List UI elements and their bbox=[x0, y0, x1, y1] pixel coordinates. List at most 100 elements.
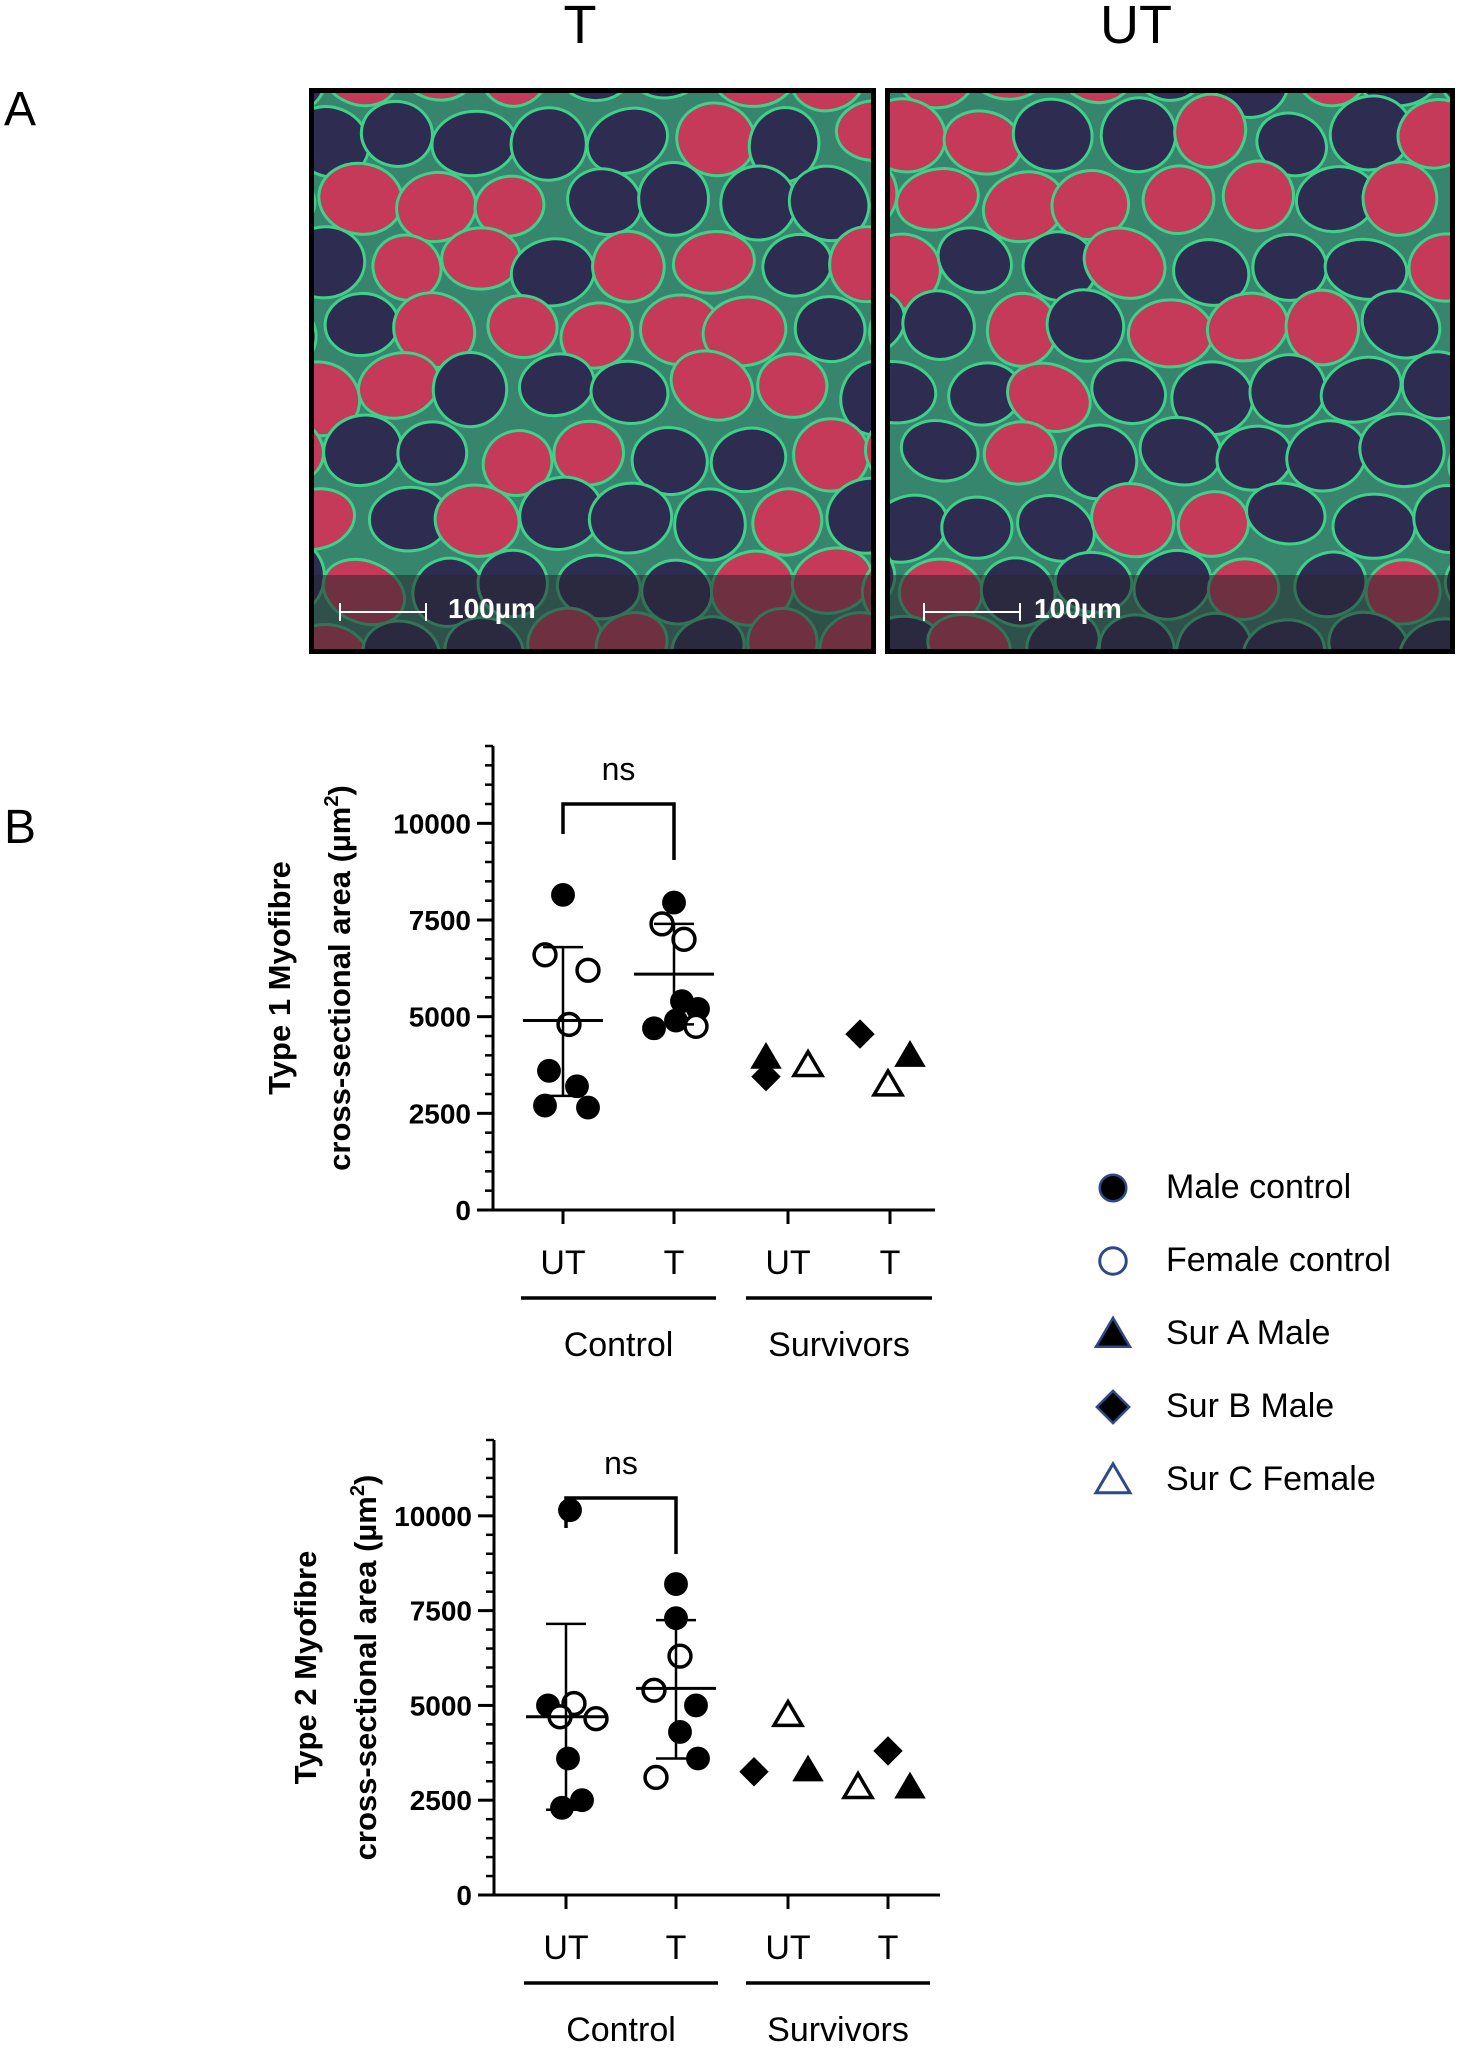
scale-bar-band: 100µm bbox=[314, 575, 871, 649]
myofibre bbox=[473, 174, 546, 238]
myofibre bbox=[1045, 288, 1126, 363]
myofibre bbox=[1130, 93, 1207, 102]
myofibre bbox=[433, 483, 521, 558]
myofibre bbox=[314, 414, 325, 484]
data-point-triangle-open bbox=[840, 1770, 876, 1800]
data-point-triangle-filled bbox=[894, 1771, 926, 1799]
data-point-circle-open bbox=[671, 926, 697, 953]
data-point-circle-open bbox=[683, 1013, 709, 1040]
myofibre bbox=[1361, 160, 1439, 237]
data-point-circle-filled bbox=[556, 1746, 580, 1771]
scale-bar-icon bbox=[339, 603, 427, 621]
myofibre bbox=[1400, 350, 1450, 421]
data-point-circle-filled bbox=[664, 1572, 688, 1597]
data-point-triangle-open bbox=[790, 1048, 826, 1078]
myofibre bbox=[1141, 164, 1216, 235]
fibre-image-untreated bbox=[890, 93, 1450, 649]
legend-marker-icon bbox=[1098, 1246, 1128, 1276]
myofibre bbox=[899, 419, 980, 483]
x-tick-label: T bbox=[880, 1244, 901, 1282]
y-tick-label: 7500 bbox=[409, 905, 471, 936]
myofibre bbox=[895, 167, 980, 232]
data-point-triangle-filled bbox=[792, 1754, 824, 1782]
y-tick-label: 5000 bbox=[409, 1002, 471, 1033]
myofibre bbox=[314, 105, 371, 179]
myofibre bbox=[669, 349, 755, 422]
legend-marker-icon bbox=[1093, 1315, 1133, 1348]
myofibre bbox=[1056, 93, 1135, 105]
data-point-circle-open bbox=[556, 1011, 582, 1038]
data-point-circle-open bbox=[583, 1706, 609, 1732]
legend-marker-icon bbox=[1093, 1460, 1133, 1495]
legend-marker-icon bbox=[1098, 1173, 1128, 1203]
myofibre bbox=[440, 226, 522, 291]
myofibre bbox=[314, 360, 362, 438]
scale-bar-icon bbox=[923, 603, 1021, 621]
legend-item: Sur B Male bbox=[1090, 1376, 1334, 1436]
myofibre bbox=[1323, 237, 1409, 301]
data-point-diamond-filled bbox=[845, 1019, 875, 1049]
chart-type1-csa: 0 2500 5000 7500 10000 Type 1 Myofibre cross-s… bbox=[262, 744, 935, 1360]
myofibre bbox=[1248, 353, 1328, 428]
legend-item: Sur A Male bbox=[1090, 1303, 1330, 1363]
myofibre bbox=[828, 225, 871, 304]
myofibre bbox=[1396, 98, 1450, 170]
myofibre bbox=[585, 106, 670, 176]
myofibre bbox=[751, 487, 824, 557]
myofibre bbox=[1099, 96, 1178, 174]
data-point-circle-open bbox=[532, 942, 558, 968]
data-point-circle-open bbox=[1098, 1246, 1128, 1276]
data-point-diamond-filled bbox=[1095, 1389, 1131, 1425]
x-tick-label: T bbox=[664, 1244, 685, 1282]
myofibre bbox=[789, 93, 867, 113]
y-tick-label: 0 bbox=[456, 1880, 472, 1911]
myofibre bbox=[1360, 289, 1442, 360]
data-point-triangle-open bbox=[770, 1698, 806, 1728]
myofibre bbox=[901, 289, 976, 361]
myofibre bbox=[701, 295, 788, 368]
myofibre bbox=[982, 420, 1058, 486]
legend-item: Sur C Female bbox=[1090, 1449, 1376, 1509]
myofibre bbox=[319, 93, 400, 108]
data-point-circle-filled bbox=[533, 1093, 557, 1118]
myofibre bbox=[1126, 298, 1215, 369]
data-point-circle-open bbox=[575, 957, 601, 983]
data-point-triangle-open bbox=[870, 1067, 906, 1097]
data-point-circle-open bbox=[643, 1764, 669, 1791]
data-point-diamond-filled bbox=[873, 1736, 903, 1766]
data-point-circle-filled bbox=[570, 1788, 594, 1813]
y-tick-label: 10000 bbox=[394, 1501, 472, 1532]
legend-item: Male control bbox=[1090, 1157, 1351, 1217]
myofibre bbox=[711, 93, 798, 108]
myofibre bbox=[793, 295, 867, 364]
data-point-circle-filled bbox=[565, 1074, 589, 1099]
myofibre bbox=[627, 93, 706, 100]
myofibre bbox=[1090, 358, 1168, 425]
data-point-circle-filled bbox=[551, 882, 575, 907]
myofibre bbox=[1407, 232, 1450, 303]
myofibre bbox=[1412, 484, 1450, 554]
legend-label: Sur B Male bbox=[1166, 1386, 1335, 1425]
significance-label: ns bbox=[604, 1445, 638, 1481]
y-axis-label: Type 2 Myofibre cross-sectional area (µm2… bbox=[288, 1475, 383, 1861]
data-point-triangle-filled bbox=[1093, 1315, 1133, 1348]
myofibre bbox=[1172, 238, 1251, 307]
data-point-circle-filled bbox=[550, 1795, 574, 1820]
myofibre bbox=[709, 426, 788, 494]
y-tick-label: 5000 bbox=[410, 1690, 472, 1721]
x-tick-label: T bbox=[878, 1929, 899, 1967]
myofibre bbox=[756, 352, 829, 419]
group-label: Survivors bbox=[767, 2011, 909, 2049]
y-label-line2: cross-sectional area (µm2) bbox=[321, 785, 357, 1171]
legend-label: Sur C Female bbox=[1166, 1459, 1376, 1498]
legend-label: Male control bbox=[1166, 1167, 1352, 1206]
scale-label: 100µm bbox=[1034, 593, 1122, 624]
myofibre bbox=[1090, 482, 1176, 559]
myofibre bbox=[314, 225, 367, 300]
myofibre bbox=[478, 93, 551, 108]
legend-label: Sur A Male bbox=[1166, 1313, 1331, 1352]
significance-label: ns bbox=[602, 751, 636, 787]
myofibre bbox=[1221, 159, 1295, 233]
column-title-treated: T bbox=[563, 0, 597, 55]
myofibre bbox=[589, 359, 670, 425]
